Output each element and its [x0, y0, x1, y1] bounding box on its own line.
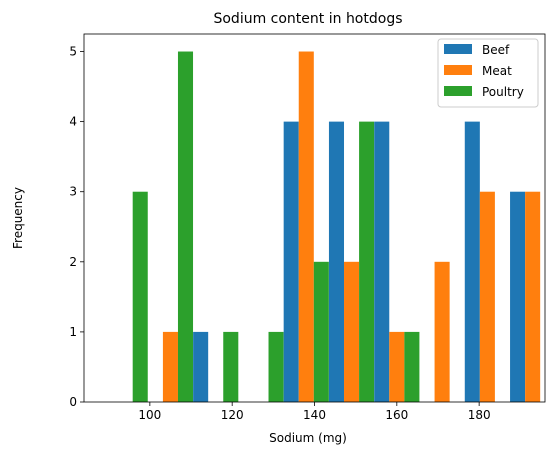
bar-poultry-116 [223, 331, 239, 402]
legend-label-poultry: Poultry [482, 85, 524, 99]
legend: Beef Meat Poultry [437, 38, 539, 108]
bar-meat-105 [162, 331, 178, 402]
chart-title: Sodium content in hotdogs [213, 11, 402, 27]
bar-meat-149 [344, 261, 360, 402]
bar-meat-160 [389, 331, 405, 402]
legend-swatch-poultry [444, 86, 472, 96]
bar-beef-116 [193, 331, 209, 402]
x-axis: 100 120 140 160 180 [138, 402, 491, 422]
bar-meat-171 [434, 261, 450, 402]
legend-label-beef: Beef [482, 43, 510, 57]
bar-poultry-94 [132, 191, 148, 402]
legend-swatch-beef [444, 44, 472, 54]
bar-poultry-149 [359, 121, 375, 403]
y-tick-label: 3 [69, 185, 77, 199]
bar-beef-182 [464, 121, 480, 403]
y-tick-label: 5 [69, 45, 77, 59]
x-tick-label: 180 [468, 408, 491, 422]
x-tick-label: 160 [385, 408, 408, 422]
y-tick-label: 1 [69, 325, 77, 339]
bar-beef-160 [374, 121, 390, 403]
bar-meat-182 [479, 191, 495, 402]
bars-group [132, 51, 541, 403]
y-tick-label: 4 [69, 115, 77, 129]
bar-beef-138 [283, 121, 299, 403]
x-tick-label: 100 [138, 408, 161, 422]
bar-poultry-105 [177, 51, 194, 403]
bar-meat-193 [525, 191, 541, 402]
legend-label-meat: Meat [482, 64, 512, 78]
bar-poultry-127 [268, 331, 284, 402]
bar-meat-138 [298, 51, 314, 403]
legend-swatch-meat [444, 65, 472, 75]
bar-beef-149 [328, 121, 345, 403]
y-tick-label: 2 [69, 255, 77, 269]
bar-poultry-138 [313, 261, 329, 402]
y-axis: 0 1 2 3 4 5 [69, 45, 84, 409]
x-axis-label: Sodium (mg) [269, 431, 347, 445]
bar-poultry-160 [404, 331, 420, 402]
x-tick-label: 140 [303, 408, 326, 422]
x-tick-label: 120 [221, 408, 244, 422]
y-tick-label: 0 [69, 395, 77, 409]
y-axis-label: Frequency [11, 187, 25, 249]
bar-beef-193 [510, 191, 526, 402]
